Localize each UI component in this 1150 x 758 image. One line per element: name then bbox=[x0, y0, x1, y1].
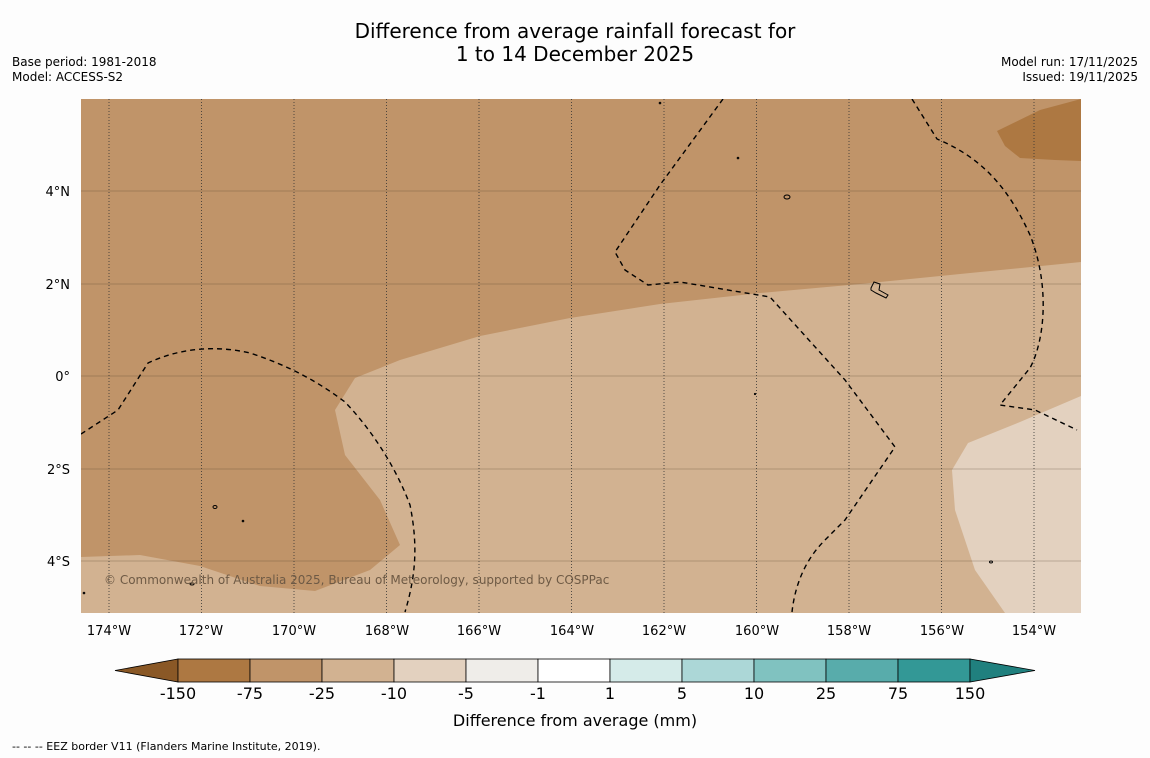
base-period-text: Base period: 1981-2018 bbox=[12, 55, 157, 69]
lon-label: 168°W bbox=[365, 624, 409, 639]
lon-label: 164°W bbox=[550, 624, 594, 639]
lon-label: 170°W bbox=[272, 624, 316, 639]
eez-border-kiribati-west bbox=[81, 347, 416, 613]
lat-label: 0° bbox=[55, 370, 70, 385]
colorbar-over-arrow bbox=[969, 658, 1036, 683]
eez-border-line-islands bbox=[614, 99, 896, 613]
meta-right: Model run: 17/11/2025 Issued: 19/11/2025 bbox=[1001, 55, 1138, 85]
colorbar-tick-label: -10 bbox=[381, 684, 407, 703]
colorbar-swatch bbox=[609, 658, 683, 683]
colorbar-swatch bbox=[177, 658, 251, 683]
island-5 bbox=[658, 101, 662, 105]
eez-border-east bbox=[911, 99, 1078, 431]
longitude-labels: 174°W 172°W 170°W 168°W 166°W 164°W 162°… bbox=[87, 624, 1056, 639]
island-2 bbox=[212, 505, 218, 509]
colorbar-swatch bbox=[825, 658, 899, 683]
issued-text: Issued: 19/11/2025 bbox=[1022, 70, 1138, 84]
island-4 bbox=[189, 582, 195, 586]
colorbar-tick-label: -25 bbox=[309, 684, 335, 703]
island-kiritimati bbox=[870, 281, 889, 299]
colorbar-tick-label: -150 bbox=[160, 684, 196, 703]
colorbar-tick-label: -5 bbox=[458, 684, 474, 703]
colorbar-tick-label: 5 bbox=[677, 684, 687, 703]
model-run-text: Model run: 17/11/2025 bbox=[1000, 55, 1138, 69]
lon-label: 160°W bbox=[735, 624, 779, 639]
region-dry-light bbox=[81, 262, 1081, 613]
colorbar-swatch bbox=[897, 658, 971, 683]
colorbar-tick-label: 150 bbox=[955, 684, 986, 703]
colorbar-swatch bbox=[249, 658, 323, 683]
colorbar-tick-label: 75 bbox=[888, 684, 908, 703]
lat-label: 4°S bbox=[47, 555, 70, 570]
latitude-labels: 4°N 2°N 0° 2°S 4°S bbox=[46, 185, 71, 570]
colorbar-tick-label: -75 bbox=[237, 684, 263, 703]
colorbar-swatch bbox=[393, 658, 467, 683]
meta-left: Base period: 1981-2018 Model: ACCESS-S2 bbox=[12, 55, 157, 85]
region-dry-slight bbox=[952, 396, 1081, 613]
title-line-2: 1 to 14 December 2025 bbox=[455, 42, 695, 66]
islands bbox=[82, 101, 993, 595]
region-dry-strong bbox=[997, 99, 1081, 161]
island-9 bbox=[82, 591, 86, 595]
colorbar-swatch bbox=[681, 658, 755, 683]
lon-label: 162°W bbox=[642, 624, 686, 639]
colorbar-tick-label: 10 bbox=[744, 684, 764, 703]
footnote-eez: -- -- -- EEZ border V11 (Flanders Marine… bbox=[12, 740, 321, 753]
colorbar-swatch bbox=[321, 658, 395, 683]
island-8 bbox=[989, 560, 993, 564]
colorbar-swatch bbox=[753, 658, 827, 683]
island-6 bbox=[736, 156, 740, 160]
island-7 bbox=[753, 392, 757, 396]
island-1 bbox=[783, 194, 791, 200]
eez-borders bbox=[81, 99, 1078, 613]
lat-label: 2°N bbox=[46, 278, 71, 293]
title-line-1: Difference from average rainfall forecas… bbox=[354, 19, 796, 43]
lat-label: 2°S bbox=[47, 463, 70, 478]
lon-label: 166°W bbox=[457, 624, 501, 639]
island-3 bbox=[241, 519, 245, 523]
lon-label: 154°W bbox=[1012, 624, 1056, 639]
copyright-text: © Commonwealth of Australia 2025, Bureau… bbox=[104, 573, 609, 587]
lon-label: 158°W bbox=[827, 624, 871, 639]
colorbar-tick-label: 1 bbox=[605, 684, 615, 703]
lat-gridlines bbox=[81, 190, 1081, 562]
colorbar-under-arrow bbox=[114, 658, 179, 683]
colorbar-swatch bbox=[465, 658, 539, 683]
lat-label: 4°N bbox=[46, 185, 71, 200]
map-plot-area: © Commonwealth of Australia 2025, Bureau… bbox=[81, 99, 1081, 613]
colorbar: -150 -75 -25 -10 -5 -1 1 5 10 25 75 150 bbox=[114, 658, 1036, 703]
colorbar-tick-label: 25 bbox=[816, 684, 836, 703]
lon-label: 156°W bbox=[920, 624, 964, 639]
colorbar-title: Difference from average (mm) bbox=[453, 711, 697, 730]
lon-label: 174°W bbox=[87, 624, 131, 639]
lon-label: 172°W bbox=[179, 624, 223, 639]
map-title: Difference from average rainfall forecas… bbox=[0, 20, 1150, 66]
colorbar-swatch bbox=[537, 658, 611, 683]
model-text: Model: ACCESS-S2 bbox=[12, 70, 124, 84]
colorbar-tick-label: -1 bbox=[530, 684, 546, 703]
